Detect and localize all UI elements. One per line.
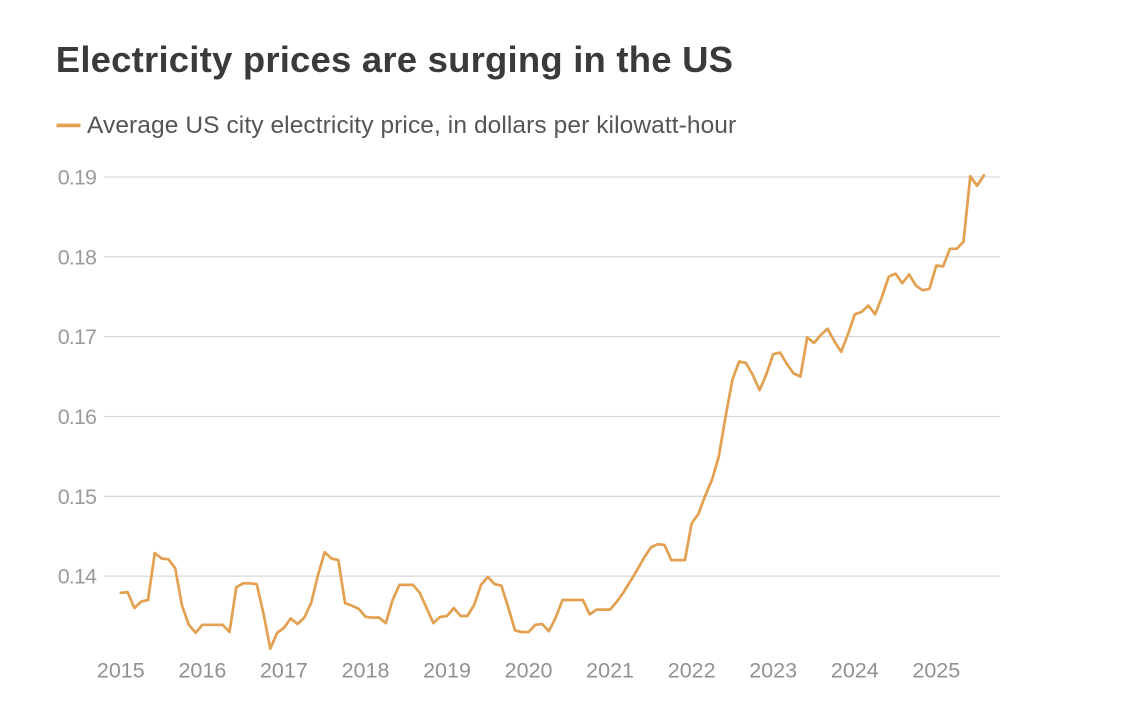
svg-text:Average US city electricity pr: Average US city electricity price, in do… — [87, 112, 736, 139]
svg-text:2015: 2015 — [97, 658, 145, 682]
svg-text:0.15: 0.15 — [58, 485, 97, 509]
svg-text:2017: 2017 — [260, 658, 308, 682]
svg-text:2023: 2023 — [749, 658, 797, 682]
svg-text:2024: 2024 — [831, 658, 879, 682]
svg-text:2021: 2021 — [586, 658, 634, 682]
svg-text:2018: 2018 — [342, 658, 390, 682]
svg-text:2020: 2020 — [505, 658, 553, 682]
svg-text:0.18: 0.18 — [58, 245, 97, 269]
svg-text:0.14: 0.14 — [58, 565, 97, 589]
svg-text:2016: 2016 — [178, 658, 226, 682]
svg-text:0.16: 0.16 — [58, 405, 97, 429]
svg-text:0.19: 0.19 — [58, 166, 96, 190]
svg-text:0.17: 0.17 — [58, 325, 96, 349]
svg-text:2025: 2025 — [912, 658, 960, 682]
svg-text:2019: 2019 — [423, 658, 471, 682]
svg-text:2022: 2022 — [668, 658, 716, 682]
svg-text:Electricity prices are surging: Electricity prices are surging in the US — [56, 39, 733, 80]
